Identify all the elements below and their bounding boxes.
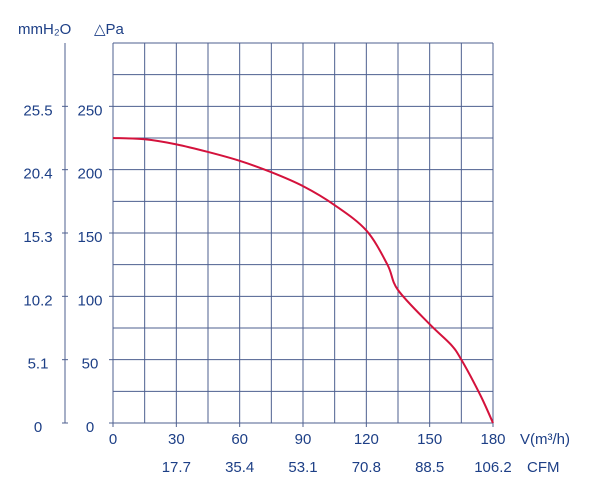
x2-axis-title: CFM bbox=[527, 459, 560, 476]
y-tick-label: 150 bbox=[77, 229, 102, 246]
curve bbox=[112, 137, 494, 424]
x2-tick-label: 17.7 bbox=[162, 459, 191, 476]
y2-tick-label: 5.1 bbox=[28, 356, 49, 373]
x2-tick-label: 35.4 bbox=[225, 459, 254, 476]
x-tick-label: 90 bbox=[295, 431, 312, 448]
y-tick-label: 50 bbox=[82, 356, 99, 373]
x2-tick-label: 70.8 bbox=[352, 459, 381, 476]
y-tick-label: 100 bbox=[77, 292, 102, 309]
y-tick-label: 250 bbox=[77, 102, 102, 119]
y-axis-title: mmH₂O bbox=[18, 21, 71, 38]
y-tick-label: 0 bbox=[86, 419, 94, 436]
y2-tick-label: 15.3 bbox=[23, 229, 52, 246]
x2-tick-label: 106.2 bbox=[474, 459, 512, 476]
x-tick-label: 60 bbox=[231, 431, 248, 448]
y2-tick-label: 10.2 bbox=[23, 292, 52, 309]
x-tick-label: 0 bbox=[109, 431, 117, 448]
y2-axis-title: △Pa bbox=[94, 21, 125, 38]
x-axis-title: V(m³/h) bbox=[520, 431, 570, 448]
x2-tick-label: 53.1 bbox=[288, 459, 317, 476]
y2-tick-label: 25.5 bbox=[23, 102, 52, 119]
x-tick-label: 30 bbox=[168, 431, 185, 448]
y2-tick-label: 0 bbox=[34, 419, 42, 436]
x-tick-label: 120 bbox=[354, 431, 379, 448]
x-tick-label: 150 bbox=[417, 431, 442, 448]
x2-tick-label: 88.5 bbox=[415, 459, 444, 476]
x-tick-label: 180 bbox=[480, 431, 505, 448]
y2-tick-label: 20.4 bbox=[23, 166, 52, 183]
y-tick-label: 200 bbox=[77, 166, 102, 183]
